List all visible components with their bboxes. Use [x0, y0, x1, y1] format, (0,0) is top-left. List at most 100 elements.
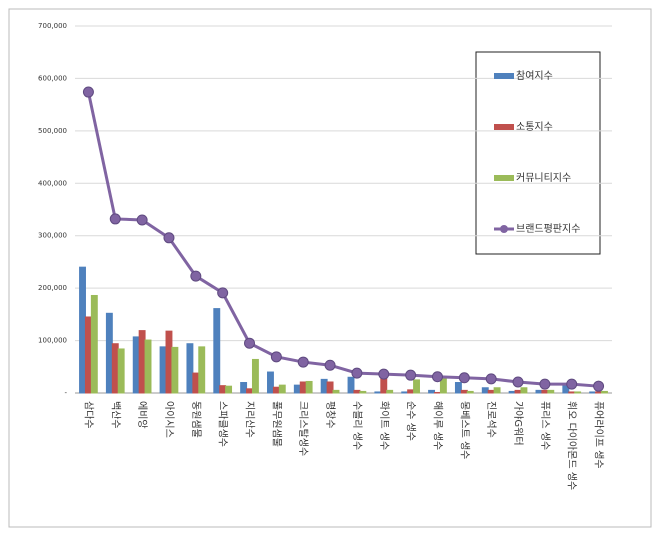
- bar: [332, 389, 340, 394]
- bar: [326, 381, 334, 394]
- x-tick-label: 퓨리스 생수: [539, 401, 551, 450]
- bar: [272, 386, 280, 394]
- marker: [566, 378, 578, 390]
- x-tick-label: 에비앙: [136, 401, 148, 429]
- marker: [458, 372, 470, 384]
- bar: [84, 316, 92, 394]
- x-tick-label: 화이트 생수: [378, 401, 390, 450]
- legend-label: 브랜드평판지수: [516, 223, 580, 235]
- y-tick-label: -: [64, 389, 67, 397]
- marker: [136, 214, 148, 226]
- marker: [297, 356, 309, 368]
- marker: [82, 86, 94, 98]
- x-tick-label: 퓨어라이프 생수: [593, 401, 605, 469]
- x-tick-label: 풀무원샘물: [270, 401, 282, 447]
- marker: [405, 369, 417, 381]
- bar: [568, 391, 576, 394]
- bar: [380, 376, 388, 394]
- bar: [374, 391, 382, 394]
- bar: [508, 390, 516, 394]
- y-tick-label: 700,000: [38, 22, 67, 30]
- bar: [305, 380, 313, 394]
- bar: [299, 381, 307, 394]
- bar: [240, 382, 248, 394]
- y-tick-label: 600,000: [38, 74, 67, 82]
- bar: [601, 390, 608, 394]
- bar: [117, 348, 125, 394]
- marker: [324, 359, 336, 371]
- bar: [386, 389, 394, 394]
- x-tick-label: 수블리 생수: [351, 401, 363, 450]
- bar: [225, 385, 233, 394]
- bar: [111, 343, 119, 394]
- x-tick-label: 평창수: [324, 401, 336, 429]
- bar: [520, 387, 528, 394]
- y-tick-label: 100,000: [38, 337, 67, 345]
- bar: [198, 346, 206, 394]
- marker: [270, 351, 282, 363]
- x-tick-label: 지리산수: [244, 401, 256, 438]
- legend-marker: [500, 225, 508, 233]
- marker: [351, 367, 363, 379]
- marker: [163, 232, 175, 244]
- legend-label: 참여지수: [516, 70, 553, 82]
- x-tick-label: 진로석수: [485, 401, 497, 438]
- bar: [320, 378, 328, 394]
- bar: [353, 389, 361, 394]
- bar: [407, 389, 415, 394]
- y-tick-label: 300,000: [38, 232, 67, 240]
- bar: [413, 379, 420, 394]
- marker: [109, 213, 121, 225]
- bar: [186, 343, 194, 394]
- bar: [493, 387, 501, 394]
- marker: [539, 378, 551, 390]
- bar: [434, 391, 441, 394]
- bar: [132, 336, 140, 394]
- legend-box: [475, 51, 601, 255]
- bar: [159, 346, 167, 394]
- legend-label: 커뮤니티지수: [516, 172, 571, 184]
- x-tick-label: 가야G워터: [512, 401, 525, 446]
- bar: [293, 384, 301, 394]
- y-tick-label: 400,000: [38, 179, 67, 187]
- bar: [278, 384, 286, 394]
- bar: [105, 312, 113, 394]
- bar: [401, 391, 409, 394]
- bar: [541, 389, 549, 394]
- x-tick-label: 삼다수: [82, 401, 94, 429]
- bar: [589, 391, 597, 394]
- bar: [359, 390, 367, 394]
- marker: [593, 380, 605, 392]
- marker: [431, 371, 443, 383]
- bar: [267, 371, 274, 394]
- bar: [487, 389, 495, 394]
- x-tick-label: 동원샘물: [190, 401, 202, 438]
- bar: [171, 346, 179, 394]
- bar: [454, 382, 462, 394]
- legend-swatch: [494, 73, 514, 79]
- x-tick-label: 몽베스트 생수: [458, 401, 470, 459]
- bar: [90, 294, 98, 394]
- x-tick-label: 크리스탈생수: [297, 401, 310, 456]
- bar: [574, 391, 582, 394]
- bar: [547, 389, 555, 394]
- x-tick-label: 해이루 생수: [431, 401, 444, 450]
- bar: [460, 389, 468, 394]
- bar: [514, 389, 522, 394]
- bar: [219, 385, 227, 394]
- x-tick-label: 휘오 다이아몬드 생수: [566, 401, 578, 490]
- bar: [192, 372, 200, 394]
- bar: [144, 339, 152, 394]
- marker: [217, 287, 229, 299]
- x-tick-label: 순수 생수: [405, 401, 417, 441]
- bar: [466, 390, 474, 394]
- bar: [251, 358, 259, 394]
- bar: [138, 330, 146, 394]
- y-tick-label: 200,000: [38, 284, 67, 292]
- marker: [378, 368, 390, 380]
- legend-swatch: [494, 124, 514, 130]
- bar: [481, 387, 489, 394]
- bar: [439, 378, 447, 394]
- legend-label: 소통지수: [516, 121, 553, 133]
